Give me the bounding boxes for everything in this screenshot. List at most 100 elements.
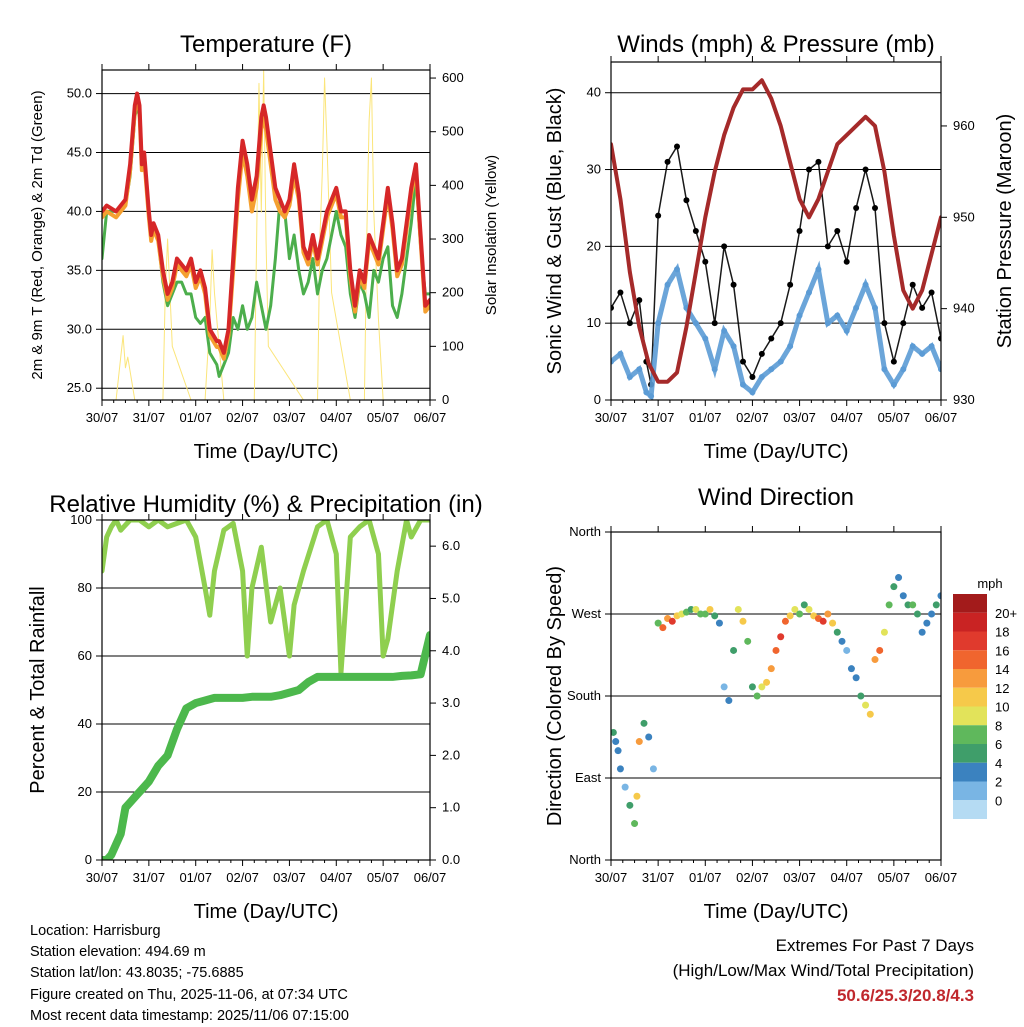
legend-label: 6: [995, 737, 1002, 752]
dir-frame: [610, 531, 942, 861]
temp-ylabel: 2m & 9m T (Red, Orange) & 2m Td (Green): [29, 90, 46, 379]
station-info: Location: Harrisburg Station elevation: …: [30, 921, 349, 1027]
rh-y2tick-label: 1.0: [442, 800, 460, 815]
direction-point: [626, 801, 634, 809]
legend-swatch: [953, 725, 987, 744]
wind-xtick-label: 01/07: [689, 410, 722, 425]
legend-swatch: [953, 762, 987, 782]
direction-point: [899, 592, 907, 600]
temp-ytick-label: 40.0: [67, 203, 92, 218]
temp-xtick-label: 30/07: [86, 410, 119, 425]
rh-xtick-label: 30/07: [86, 870, 119, 885]
temp-y2tick-label: 600: [442, 70, 464, 85]
legend-label: 8: [995, 718, 1002, 733]
wind-xtick-label: 03/07: [783, 410, 816, 425]
rh-ytick-label: 60: [78, 648, 92, 663]
direction-point: [909, 601, 917, 609]
direction-point: [805, 605, 813, 613]
direction-point: [668, 617, 676, 625]
direction-point: [824, 610, 832, 618]
rh-title: Relative Humidity (%) & Precipitation (i…: [49, 491, 482, 518]
direction-point: [918, 628, 926, 636]
rh-series-rainfall-line: [102, 631, 430, 860]
rh-xtick-label: 06/07: [414, 870, 447, 885]
rh-y2tick-label: 2.0: [442, 747, 460, 762]
rh-y2tick-label: 4.0: [442, 643, 460, 658]
dir-xtick-label: 02/07: [736, 870, 769, 885]
legend-swatch: [953, 800, 987, 819]
direction-point: [616, 765, 624, 773]
wind-y2tick-label: 930: [953, 392, 975, 407]
rh-chart: Relative Humidity (%) & Precipitation (i…: [27, 491, 483, 923]
temp-xtick-label: 05/07: [367, 410, 400, 425]
legend-label: 2: [995, 775, 1002, 790]
direction-point: [932, 601, 940, 609]
temp-xtick-label: 01/07: [179, 410, 212, 425]
direction-point: [880, 628, 888, 636]
dir-ytick-label: North: [569, 852, 601, 867]
wind-ytick-label: 0: [594, 392, 601, 407]
direction-point: [829, 619, 837, 627]
wind-ylabel: Sonic Wind & Gust (Blue, Black): [544, 88, 566, 375]
rh-ylabel: Percent & Total Rainfall: [27, 586, 49, 794]
temp-frame: [101, 69, 431, 401]
rh-xtick-label: 04/07: [320, 870, 353, 885]
direction-point: [819, 617, 827, 625]
direction-point: [711, 612, 719, 620]
extremes-title: Extremes For Past 7 Days: [775, 936, 974, 955]
location-text: Location: Harrisburg: [30, 923, 161, 939]
legend-title: mph: [977, 576, 1002, 591]
direction-point: [633, 792, 641, 800]
rh-xlabel: Time (Day/UTC): [194, 901, 339, 923]
direction-point: [800, 601, 808, 609]
direction-point: [796, 610, 804, 618]
rh-series-rh-line: [102, 520, 430, 676]
wind-ytick-label: 40: [587, 85, 601, 100]
rh-ytick-label: 40: [78, 716, 92, 731]
dir-ytick-label: East: [575, 770, 601, 785]
rh-xtick-label: 05/07: [367, 870, 400, 885]
legend-swatch: [953, 669, 987, 688]
dir-xtick-label: 06/07: [925, 870, 958, 885]
dir-xtick-label: 03/07: [783, 870, 816, 885]
wind-xtick-label: 02/07: [736, 410, 769, 425]
wind-series-pressure-line: [611, 78, 941, 384]
direction-point: [923, 619, 931, 627]
wind-xtick-label: 04/07: [830, 410, 863, 425]
legend-label: 12: [995, 681, 1009, 696]
temp-y2tick-label: 0: [442, 392, 449, 407]
temp-xtick-label: 02/07: [226, 410, 259, 425]
direction-point: [631, 820, 639, 828]
rh-y2tick-label: 0.0: [442, 852, 460, 867]
direction-point: [895, 574, 903, 582]
temp-plot-area: [102, 70, 430, 400]
temp-y2tick-label: 400: [442, 177, 464, 192]
rh-xtick-label: 02/07: [226, 870, 259, 885]
rh-xtick-label: 31/07: [133, 870, 166, 885]
wind-ytick-label: 30: [587, 162, 601, 177]
temp-y2tick-label: 100: [442, 338, 464, 353]
rh-xtick-label: 01/07: [179, 870, 212, 885]
direction-point: [612, 738, 620, 746]
direction-point: [730, 646, 738, 654]
direction-point: [763, 678, 771, 686]
temp-xtick-label: 31/07: [133, 410, 166, 425]
dir-plot-area: [611, 574, 941, 828]
rh-xtick-label: 03/07: [273, 870, 306, 885]
dir-xtick-label: 30/07: [595, 870, 628, 885]
direction-point: [791, 605, 799, 613]
direction-point: [758, 683, 766, 691]
temp-y2tick-label: 500: [442, 124, 464, 139]
dir-ytick-label: North: [569, 524, 601, 539]
wind-xtick-label: 31/07: [642, 410, 675, 425]
temp-ytick-label: 45.0: [67, 145, 92, 160]
wind-ytick-label: 20: [587, 238, 601, 253]
direction-point: [857, 692, 865, 700]
temp-y2tick-label: 200: [442, 285, 464, 300]
legend-swatch: [953, 612, 987, 632]
wind-y2tick-label: 950: [953, 209, 975, 224]
recent-timestamp-text: Most recent data timestamp: 2025/11/06 0…: [30, 1007, 349, 1024]
direction-point: [871, 656, 879, 664]
direction-point: [614, 747, 622, 755]
